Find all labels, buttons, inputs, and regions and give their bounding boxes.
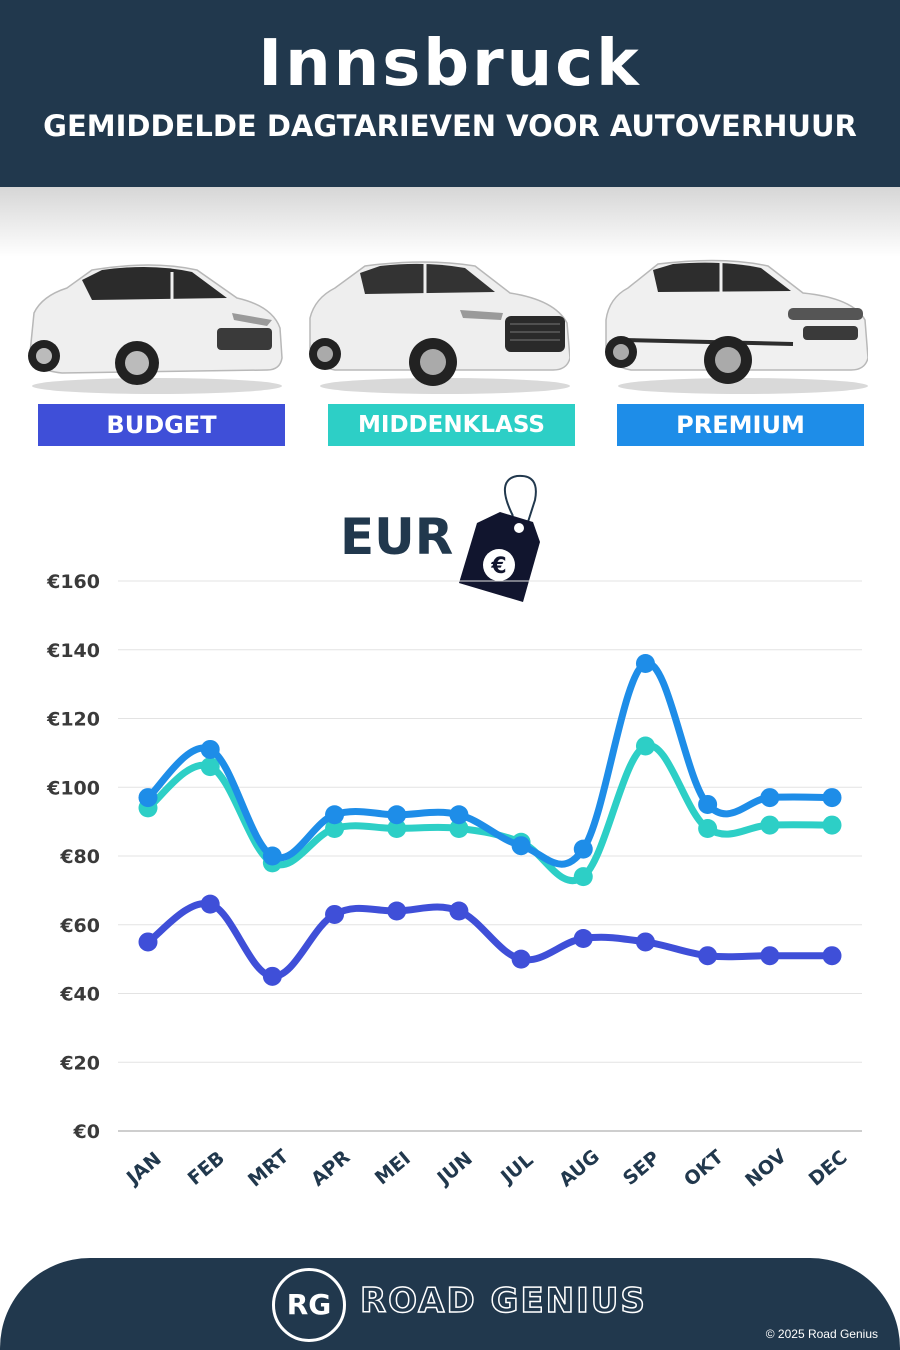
x-tick-label: SEP <box>619 1147 664 1190</box>
x-tick-label: JUN <box>432 1148 477 1191</box>
data-point-middenklass <box>698 819 718 838</box>
y-tick-label: €160 <box>46 571 100 593</box>
data-point-budget <box>325 904 345 924</box>
data-point-middenklass <box>200 757 220 777</box>
y-tick-label: €100 <box>46 777 100 799</box>
x-tick-label: APR <box>307 1146 355 1191</box>
data-point-premium <box>573 839 593 859</box>
data-point-middenklass <box>449 819 469 838</box>
budget-car-image <box>28 264 283 394</box>
currency-label: EUR <box>340 508 454 566</box>
data-point-premium <box>822 788 842 808</box>
data-point-middenklass <box>635 736 655 756</box>
midclass-car-image <box>309 261 570 394</box>
data-point-premium <box>325 805 345 825</box>
category-label-midclass: MIDDENKLASS <box>328 404 575 446</box>
data-point-budget <box>200 894 220 914</box>
data-point-budget <box>760 946 780 966</box>
data-point-middenklass <box>573 867 593 887</box>
data-point-premium <box>387 805 407 825</box>
data-point-budget <box>698 946 718 966</box>
header-shadow <box>0 187 900 257</box>
x-tick-label: MEI <box>371 1147 415 1189</box>
y-tick-label: €0 <box>73 1121 100 1143</box>
data-point-budget <box>262 966 282 986</box>
x-tick-label: AUG <box>555 1145 604 1191</box>
x-tick-label: JUL <box>495 1149 537 1189</box>
data-point-premium <box>698 794 718 814</box>
data-point-middenklass <box>387 819 407 838</box>
category-label-premium: PREMIUM <box>617 404 864 446</box>
svg-text:€: € <box>490 554 506 579</box>
x-tick-label: OKT <box>680 1146 728 1191</box>
y-tick-label: €40 <box>59 984 100 1006</box>
data-point-premium <box>138 788 158 808</box>
data-point-budget <box>573 929 593 948</box>
data-point-budget <box>822 946 842 966</box>
line-chart: €0 €20 €40 €60 €80 €100 €120 €140 €160 JAN FEB MRT A… <box>46 571 862 1192</box>
data-point-budget <box>511 949 531 969</box>
x-tick-label: DEC <box>805 1146 852 1190</box>
copyright-text: © 2025 Road Genius <box>765 1327 878 1341</box>
data-point-middenklass <box>822 815 842 835</box>
page-subtitle: GEMIDDELDE DAGTARIEVEN VOOR AUTOVERHUUR <box>43 109 857 143</box>
data-point-premium <box>449 805 469 825</box>
y-tick-label: €120 <box>46 709 100 731</box>
data-point-premium <box>511 836 531 856</box>
x-tick-label: NOV <box>741 1145 791 1192</box>
data-point-budget <box>449 901 469 921</box>
y-tick-label: €140 <box>46 640 100 662</box>
page-title: Innsbruck <box>258 27 642 101</box>
y-tick-label: €20 <box>59 1052 100 1074</box>
data-point-middenklass <box>760 815 780 835</box>
brand-name: ROAD GENIUS <box>359 1281 647 1321</box>
header-banner: Innsbruck GEMIDDELDE DAGTARIEVEN VOOR AU… <box>0 0 900 187</box>
y-tick-label: €80 <box>59 846 100 868</box>
data-point-premium <box>262 846 282 866</box>
data-point-premium <box>200 739 220 759</box>
data-point-budget <box>387 901 407 921</box>
data-point-premium <box>635 654 655 673</box>
data-point-budget <box>138 932 158 952</box>
data-point-middenklass <box>325 819 345 838</box>
series-line-budget <box>144 900 836 980</box>
data-point-premium <box>760 788 780 808</box>
y-tick-label: €60 <box>59 915 100 937</box>
data-point-budget <box>635 932 655 952</box>
x-tick-label: JAN <box>121 1148 166 1190</box>
footer-bar <box>0 1258 900 1350</box>
euro-price-tag-icon: € <box>459 474 540 602</box>
brand-logo-icon: RG <box>272 1268 346 1342</box>
category-label-budget: BUDGET <box>38 404 285 446</box>
premium-car-image <box>605 259 868 394</box>
x-tick-label: MRT <box>244 1145 293 1191</box>
x-tick-label: FEB <box>184 1147 229 1190</box>
